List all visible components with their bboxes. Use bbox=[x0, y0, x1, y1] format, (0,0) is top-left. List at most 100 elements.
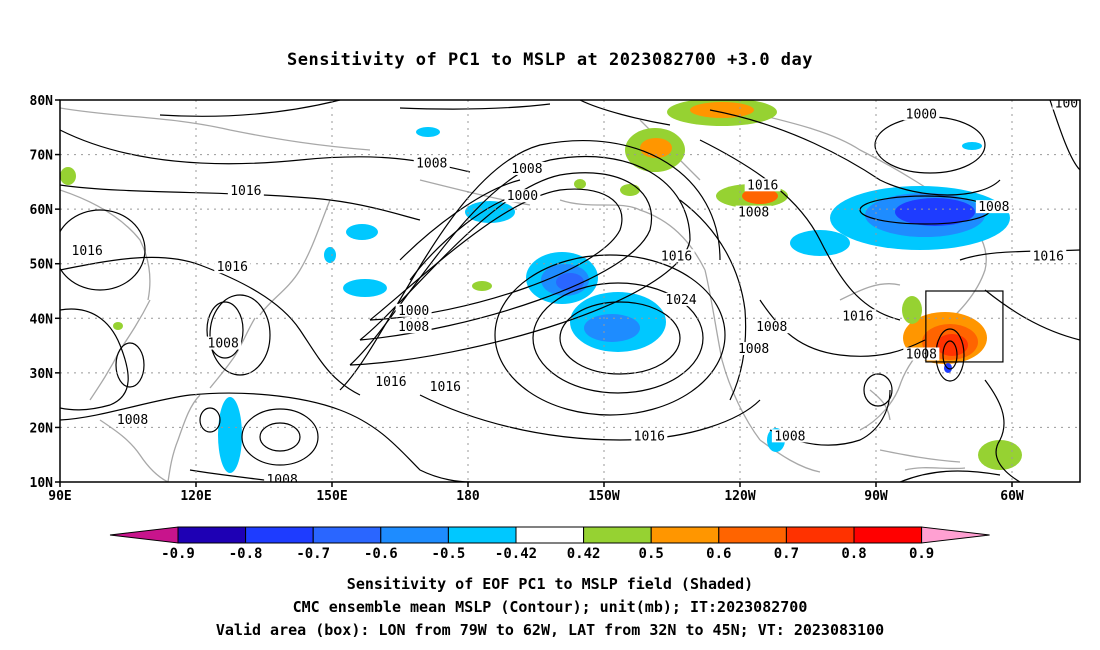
map-axes: 90E 120E 150E 180 150W 120W 90W 60W 10N 20N 30N 40N… bbox=[30, 94, 1024, 504]
lat-tick-label: 30N bbox=[30, 367, 54, 382]
colorbar-tick-label: 0.5 bbox=[639, 546, 664, 562]
colorbar-tick-label: 0.9 bbox=[909, 546, 934, 562]
contour-label-bg bbox=[631, 429, 668, 443]
contour-label: 1008 bbox=[906, 347, 937, 362]
contour-label: 1000 bbox=[906, 107, 937, 122]
mslp-contours bbox=[60, 100, 1080, 482]
lat-tick-label: 70N bbox=[30, 149, 54, 164]
contour-label-bg bbox=[427, 380, 464, 394]
contour-label-bg bbox=[735, 205, 772, 219]
lon-tick-label: 90E bbox=[48, 489, 71, 504]
lon-tick-label: 180 bbox=[456, 489, 480, 504]
lon-tick-label: 120E bbox=[180, 489, 211, 504]
colorbar-swatch bbox=[718, 526, 787, 544]
contour-label-bg bbox=[227, 183, 264, 197]
lon-tick-label: 90W bbox=[864, 489, 888, 504]
colorbar-tick-label: -0.5 bbox=[432, 546, 466, 562]
contour-label-bg bbox=[771, 429, 808, 443]
caption-contour: CMC ensemble mean MSLP (Contour); unit(m… bbox=[292, 598, 808, 616]
contour-label: 1008 bbox=[117, 413, 148, 428]
contour-label: 1008 bbox=[416, 156, 447, 171]
colorbar-swatch bbox=[853, 526, 923, 544]
lon-tick-label: 120W bbox=[724, 489, 755, 504]
valid-area-box bbox=[925, 290, 1004, 363]
lat-tick-label: 50N bbox=[30, 258, 54, 273]
contour-label-bg bbox=[413, 156, 450, 170]
contour-label-bg bbox=[205, 336, 242, 350]
colorbar-swatch bbox=[177, 526, 247, 544]
contour-label: 1016 bbox=[842, 309, 873, 324]
contour-label: 1008 bbox=[774, 429, 805, 444]
contour-label-bg bbox=[1052, 100, 1080, 110]
contour-label-bg bbox=[395, 303, 432, 317]
contour-label-bg bbox=[264, 473, 301, 482]
colorbar-swatch bbox=[583, 526, 652, 544]
contour-label: 1000 bbox=[398, 304, 429, 319]
colorbar-swatch bbox=[447, 526, 517, 544]
plot-frame bbox=[59, 99, 1081, 483]
caption-valid-area: Valid area (box): LON from 79W to 62W, L… bbox=[215, 621, 885, 639]
colorbar-tick-label: 0.8 bbox=[841, 546, 866, 562]
contour-label: 1008 bbox=[738, 206, 769, 221]
lat-tick-label: 80N bbox=[30, 94, 54, 109]
contour-label-bg bbox=[903, 347, 940, 361]
lat-tick-label: 40N bbox=[30, 312, 54, 327]
colorbar-swatch bbox=[650, 526, 720, 544]
lat-tick-label: 10N bbox=[30, 476, 54, 491]
lon-tick-label: 60W bbox=[1000, 489, 1024, 504]
lat-tick-label: 20N bbox=[30, 421, 54, 436]
colorbar-under-arrow bbox=[109, 526, 179, 544]
contour-label-bg bbox=[69, 243, 106, 257]
contour-label: 100 bbox=[1055, 96, 1078, 111]
colorbar-swatch bbox=[312, 526, 382, 544]
contour-label-bg bbox=[504, 189, 541, 203]
contour-label-bg bbox=[508, 161, 545, 175]
colorbar: -0.9 -0.8 -0.7 -0.6 -0.5 -0.42 0.42 0.5 0.6 0.7 0.… bbox=[109, 526, 990, 562]
contour-label: 1008 bbox=[978, 200, 1009, 215]
contour-label-bg bbox=[114, 412, 151, 426]
colorbar-tick-label: -0.42 bbox=[495, 546, 537, 562]
contour-label-bg bbox=[735, 342, 772, 356]
colorbar-tick-label: 0.7 bbox=[774, 546, 799, 562]
lon-tick-label: 150E bbox=[316, 489, 347, 504]
contour-label: 1016 bbox=[1033, 249, 1064, 264]
colorbar-swatch bbox=[785, 526, 855, 544]
contour-label: 1016 bbox=[430, 380, 461, 395]
lat-tick-label: 60N bbox=[30, 203, 54, 218]
contour-label: 1016 bbox=[217, 260, 248, 275]
contour-label-bg bbox=[372, 374, 409, 388]
contour-label-bg bbox=[744, 178, 781, 192]
contour-label-bg bbox=[1030, 249, 1067, 263]
contour-label: 1008 bbox=[398, 320, 429, 335]
contour-label: 1024 bbox=[665, 293, 696, 308]
contour-label: 1008 bbox=[738, 342, 769, 357]
contour-label: 1008 bbox=[756, 320, 787, 335]
contour-label-bg bbox=[975, 200, 1012, 214]
contour-label-bg bbox=[663, 292, 700, 306]
contour-labels: 1008101610161016100810081008100810001000… bbox=[69, 96, 1080, 488]
colorbar-over-arrow bbox=[921, 526, 990, 544]
lon-tick-label: 150W bbox=[588, 489, 619, 504]
contour-label: 1008 bbox=[266, 473, 297, 488]
colorbar-swatch bbox=[245, 526, 314, 544]
contour-label-bg bbox=[395, 320, 432, 334]
contour-label: 1016 bbox=[661, 249, 692, 264]
contour-label: 1000 bbox=[507, 189, 538, 204]
caption-shading: Sensitivity of EOF PC1 to MSLP field (Sh… bbox=[346, 575, 754, 593]
map-title: Sensitivity of PC1 to MSLP at 2023082700… bbox=[286, 50, 813, 70]
colorbar-tick-label: -0.8 bbox=[229, 546, 263, 562]
colorbar-swatch bbox=[515, 526, 585, 544]
colorbar-tick-label: -0.7 bbox=[296, 546, 330, 562]
contour-label: 1016 bbox=[747, 178, 778, 193]
contour-label: 1016 bbox=[72, 244, 103, 259]
contour-label: 1016 bbox=[230, 184, 261, 199]
contour-label-bg bbox=[214, 260, 251, 274]
colorbar-tick-label: -0.9 bbox=[161, 546, 195, 562]
colorbar-tick-label: 0.42 bbox=[567, 546, 601, 562]
contour-label-bg bbox=[658, 249, 695, 263]
contour-label: 1008 bbox=[511, 162, 542, 177]
contour-label-bg bbox=[753, 320, 790, 334]
colorbar-swatch bbox=[380, 526, 449, 544]
contour-label: 1008 bbox=[208, 337, 239, 352]
